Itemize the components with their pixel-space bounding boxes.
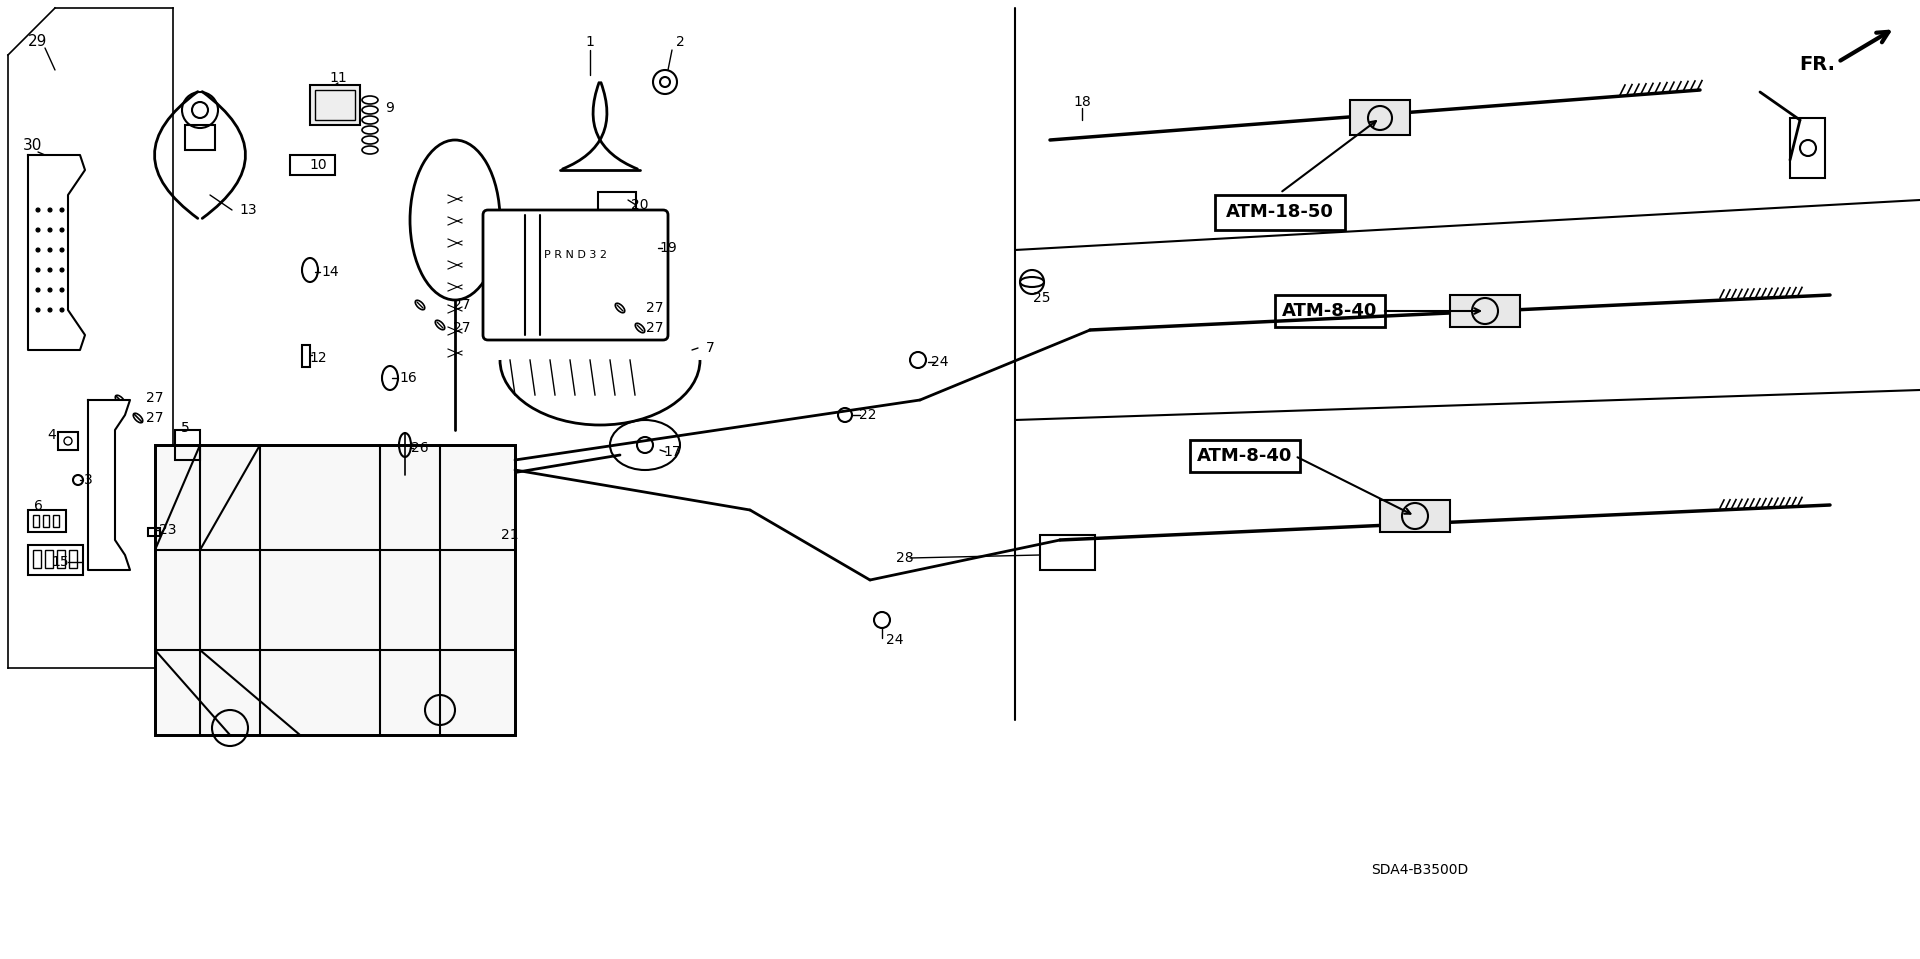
Bar: [175, 430, 200, 460]
Bar: [1041, 535, 1094, 570]
Text: 12: 12: [309, 351, 326, 365]
Circle shape: [36, 308, 40, 312]
Text: 3: 3: [84, 473, 92, 487]
Polygon shape: [29, 155, 84, 350]
Text: 28: 28: [897, 551, 914, 565]
Text: 27: 27: [647, 301, 664, 315]
Circle shape: [60, 228, 63, 232]
Text: 21: 21: [501, 528, 518, 542]
Circle shape: [36, 208, 40, 212]
Text: 24: 24: [887, 633, 904, 647]
Text: 10: 10: [309, 158, 326, 172]
Circle shape: [36, 228, 40, 232]
Text: 4: 4: [48, 428, 56, 442]
Bar: [29, 545, 83, 575]
Text: P R N D 3 2: P R N D 3 2: [543, 250, 607, 260]
Text: ATM-18-50: ATM-18-50: [1227, 203, 1334, 221]
Text: ATM-8-40: ATM-8-40: [1198, 447, 1292, 465]
Circle shape: [60, 208, 63, 212]
Text: 2: 2: [676, 35, 684, 49]
Bar: [33, 550, 40, 568]
Text: 5: 5: [180, 421, 190, 435]
Bar: [301, 345, 309, 367]
Text: 7: 7: [707, 341, 714, 355]
Text: 27: 27: [146, 411, 163, 425]
Bar: [597, 192, 636, 220]
Bar: [1215, 195, 1346, 230]
Text: 24: 24: [931, 355, 948, 369]
Text: 6: 6: [33, 499, 42, 513]
Circle shape: [48, 268, 52, 272]
Text: 9: 9: [386, 101, 394, 115]
Bar: [33, 515, 38, 527]
Text: 13: 13: [240, 203, 257, 217]
Circle shape: [36, 248, 40, 252]
Polygon shape: [88, 400, 131, 570]
Bar: [58, 432, 79, 450]
Text: 22: 22: [860, 408, 877, 422]
Text: 27: 27: [453, 298, 470, 312]
Circle shape: [60, 268, 63, 272]
Text: 27: 27: [146, 391, 163, 405]
Circle shape: [48, 308, 52, 312]
Text: 25: 25: [1033, 291, 1050, 305]
Text: 17: 17: [662, 445, 682, 459]
Bar: [290, 155, 334, 175]
Bar: [156, 445, 515, 735]
Text: 1: 1: [586, 35, 595, 49]
Bar: [1789, 118, 1826, 178]
Text: 14: 14: [321, 265, 338, 279]
Text: 26: 26: [411, 441, 428, 455]
Text: 11: 11: [328, 71, 348, 85]
Bar: [156, 445, 515, 735]
Text: 16: 16: [399, 371, 417, 385]
Bar: [69, 550, 77, 568]
Text: 27: 27: [453, 321, 470, 335]
Bar: [309, 85, 361, 125]
Ellipse shape: [478, 524, 501, 540]
Circle shape: [48, 248, 52, 252]
Bar: [42, 515, 50, 527]
Bar: [54, 515, 60, 527]
Bar: [184, 125, 215, 150]
Text: 23: 23: [159, 523, 177, 537]
Text: 15: 15: [52, 555, 69, 569]
Circle shape: [60, 288, 63, 292]
Text: 18: 18: [1073, 95, 1091, 109]
Circle shape: [60, 308, 63, 312]
Bar: [1190, 440, 1300, 472]
Text: 19: 19: [659, 241, 678, 255]
Bar: [58, 550, 65, 568]
Bar: [1275, 295, 1384, 327]
Circle shape: [60, 248, 63, 252]
Bar: [44, 550, 54, 568]
Circle shape: [48, 228, 52, 232]
Circle shape: [48, 288, 52, 292]
Text: 27: 27: [647, 321, 664, 335]
Circle shape: [48, 208, 52, 212]
Text: ATM-8-40: ATM-8-40: [1283, 302, 1379, 320]
Bar: [1350, 100, 1409, 135]
Text: FR.: FR.: [1799, 56, 1836, 75]
Bar: [1450, 295, 1521, 327]
FancyBboxPatch shape: [484, 210, 668, 340]
Text: 20: 20: [632, 198, 649, 212]
Bar: [1380, 500, 1450, 532]
Bar: [315, 90, 355, 120]
Circle shape: [36, 268, 40, 272]
Circle shape: [36, 288, 40, 292]
Bar: [29, 510, 65, 532]
Text: 29: 29: [29, 35, 48, 50]
Bar: [148, 528, 159, 536]
Text: SDA4-B3500D: SDA4-B3500D: [1371, 863, 1469, 877]
Text: 30: 30: [23, 137, 42, 152]
